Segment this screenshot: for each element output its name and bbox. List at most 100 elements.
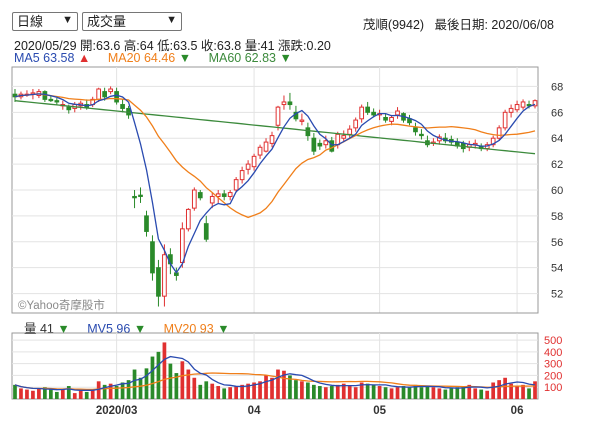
volume-bar	[300, 381, 304, 399]
volume-bar	[294, 380, 298, 399]
candle-body	[233, 179, 239, 191]
price-tick-label: 52	[551, 289, 563, 301]
volume-bar	[108, 383, 113, 399]
volume-bar	[120, 382, 125, 399]
x-tick-label: 05	[373, 405, 386, 417]
volume-bar	[288, 375, 292, 399]
volume-bar	[323, 387, 328, 399]
price-tick-label: 56	[551, 237, 563, 249]
volume-bar	[66, 386, 71, 399]
volume-bar	[503, 377, 507, 399]
volume-bar	[37, 388, 41, 399]
volume-bar	[13, 384, 17, 399]
volume-bar	[264, 375, 268, 399]
indicator-select-value: 成交量	[87, 14, 127, 29]
volume-bar	[317, 386, 322, 399]
candle-body	[66, 106, 72, 111]
candle-body	[347, 128, 353, 135]
candle-body	[532, 100, 538, 107]
volume-bar	[114, 386, 119, 399]
volume-tick-label: 200	[544, 370, 562, 382]
period-select[interactable]: 日線 ▼	[12, 12, 78, 31]
candle-body	[341, 135, 347, 139]
candle-body	[329, 140, 335, 152]
candle-body	[179, 228, 185, 264]
volume-bar	[359, 382, 364, 399]
candle-body	[419, 133, 424, 137]
candle-body	[395, 110, 400, 116]
candle-body	[496, 127, 502, 139]
volume-bar	[443, 389, 448, 399]
volume-bar	[150, 356, 155, 399]
volume-bar	[479, 389, 484, 399]
volume-bar	[246, 383, 250, 399]
volume-bar	[365, 383, 370, 399]
volume-bar	[174, 373, 179, 399]
volume-bar	[228, 387, 233, 399]
stock-header: 茂順(9942) 最後日期: 2020/06/08	[363, 14, 554, 33]
volume-bar	[335, 384, 340, 399]
quote-line: 2020/05/29 開:63.6 高:64 低:63.5 收:63.8 量:4…	[14, 39, 331, 53]
volume-bar	[282, 370, 286, 399]
volume-bar	[497, 380, 502, 399]
candle-body	[371, 111, 376, 116]
candle-body	[359, 106, 365, 120]
volume-bar	[473, 388, 478, 399]
candle-body	[114, 91, 119, 103]
price-tick-label: 68	[551, 81, 563, 93]
candle-body	[508, 107, 514, 113]
candle-body	[257, 146, 263, 156]
volume-bar	[449, 388, 454, 399]
volume-bar	[455, 387, 460, 399]
candle-body	[215, 193, 221, 197]
ma5-legend: MA5 63.58 ▲	[14, 51, 94, 65]
volume-bar	[461, 386, 466, 399]
candle-body	[251, 155, 257, 168]
candle-body	[144, 215, 149, 232]
candle-body	[383, 116, 388, 121]
volume-bar	[198, 384, 203, 399]
volume-bar	[126, 380, 131, 399]
candle-body	[520, 101, 526, 108]
candle-body	[132, 195, 137, 199]
volume-bar	[329, 386, 334, 399]
candle-body	[335, 133, 341, 146]
candle-body	[365, 106, 371, 113]
volume-bar	[467, 384, 472, 399]
volume-tick-label: 300	[544, 359, 562, 371]
candle-body	[353, 119, 359, 129]
volume-bar	[407, 387, 412, 399]
candle-body	[311, 137, 317, 152]
ma5-legend-label: MA5 63.58	[14, 51, 75, 65]
volume-bar	[222, 388, 227, 399]
price-tick-label: 54	[551, 263, 563, 275]
price-tick-label: 58	[551, 211, 563, 223]
volume-bar	[431, 387, 436, 399]
last-date: 最後日期: 2020/06/08	[434, 18, 554, 32]
candle-body	[245, 163, 251, 170]
candle-body	[120, 104, 125, 109]
volume-bar	[437, 388, 442, 399]
volume-bar	[186, 369, 191, 399]
x-tick-label: 06	[511, 405, 524, 417]
volume-bar	[162, 342, 167, 399]
volume-bar	[306, 382, 310, 399]
volume-bar	[19, 388, 23, 399]
volume-bar	[252, 382, 256, 399]
candle-body	[305, 127, 311, 137]
candle-body	[54, 100, 60, 103]
volume-bar	[389, 388, 394, 399]
candle-body	[48, 98, 54, 102]
volume-bar	[96, 381, 101, 399]
stock-name: 茂順(9942)	[362, 18, 425, 32]
volume-tick-label: 400	[544, 347, 562, 359]
candle-body	[203, 223, 209, 240]
ma5-line	[14, 93, 536, 274]
candle-body	[102, 91, 108, 98]
indicator-select[interactable]: 成交量 ▼	[82, 12, 182, 31]
volume-tick-label: 100	[544, 382, 562, 394]
volume-bar	[341, 383, 346, 399]
chevron-down-icon: ▼	[62, 14, 73, 26]
volume-bar	[270, 377, 274, 399]
candle-body	[323, 140, 329, 146]
